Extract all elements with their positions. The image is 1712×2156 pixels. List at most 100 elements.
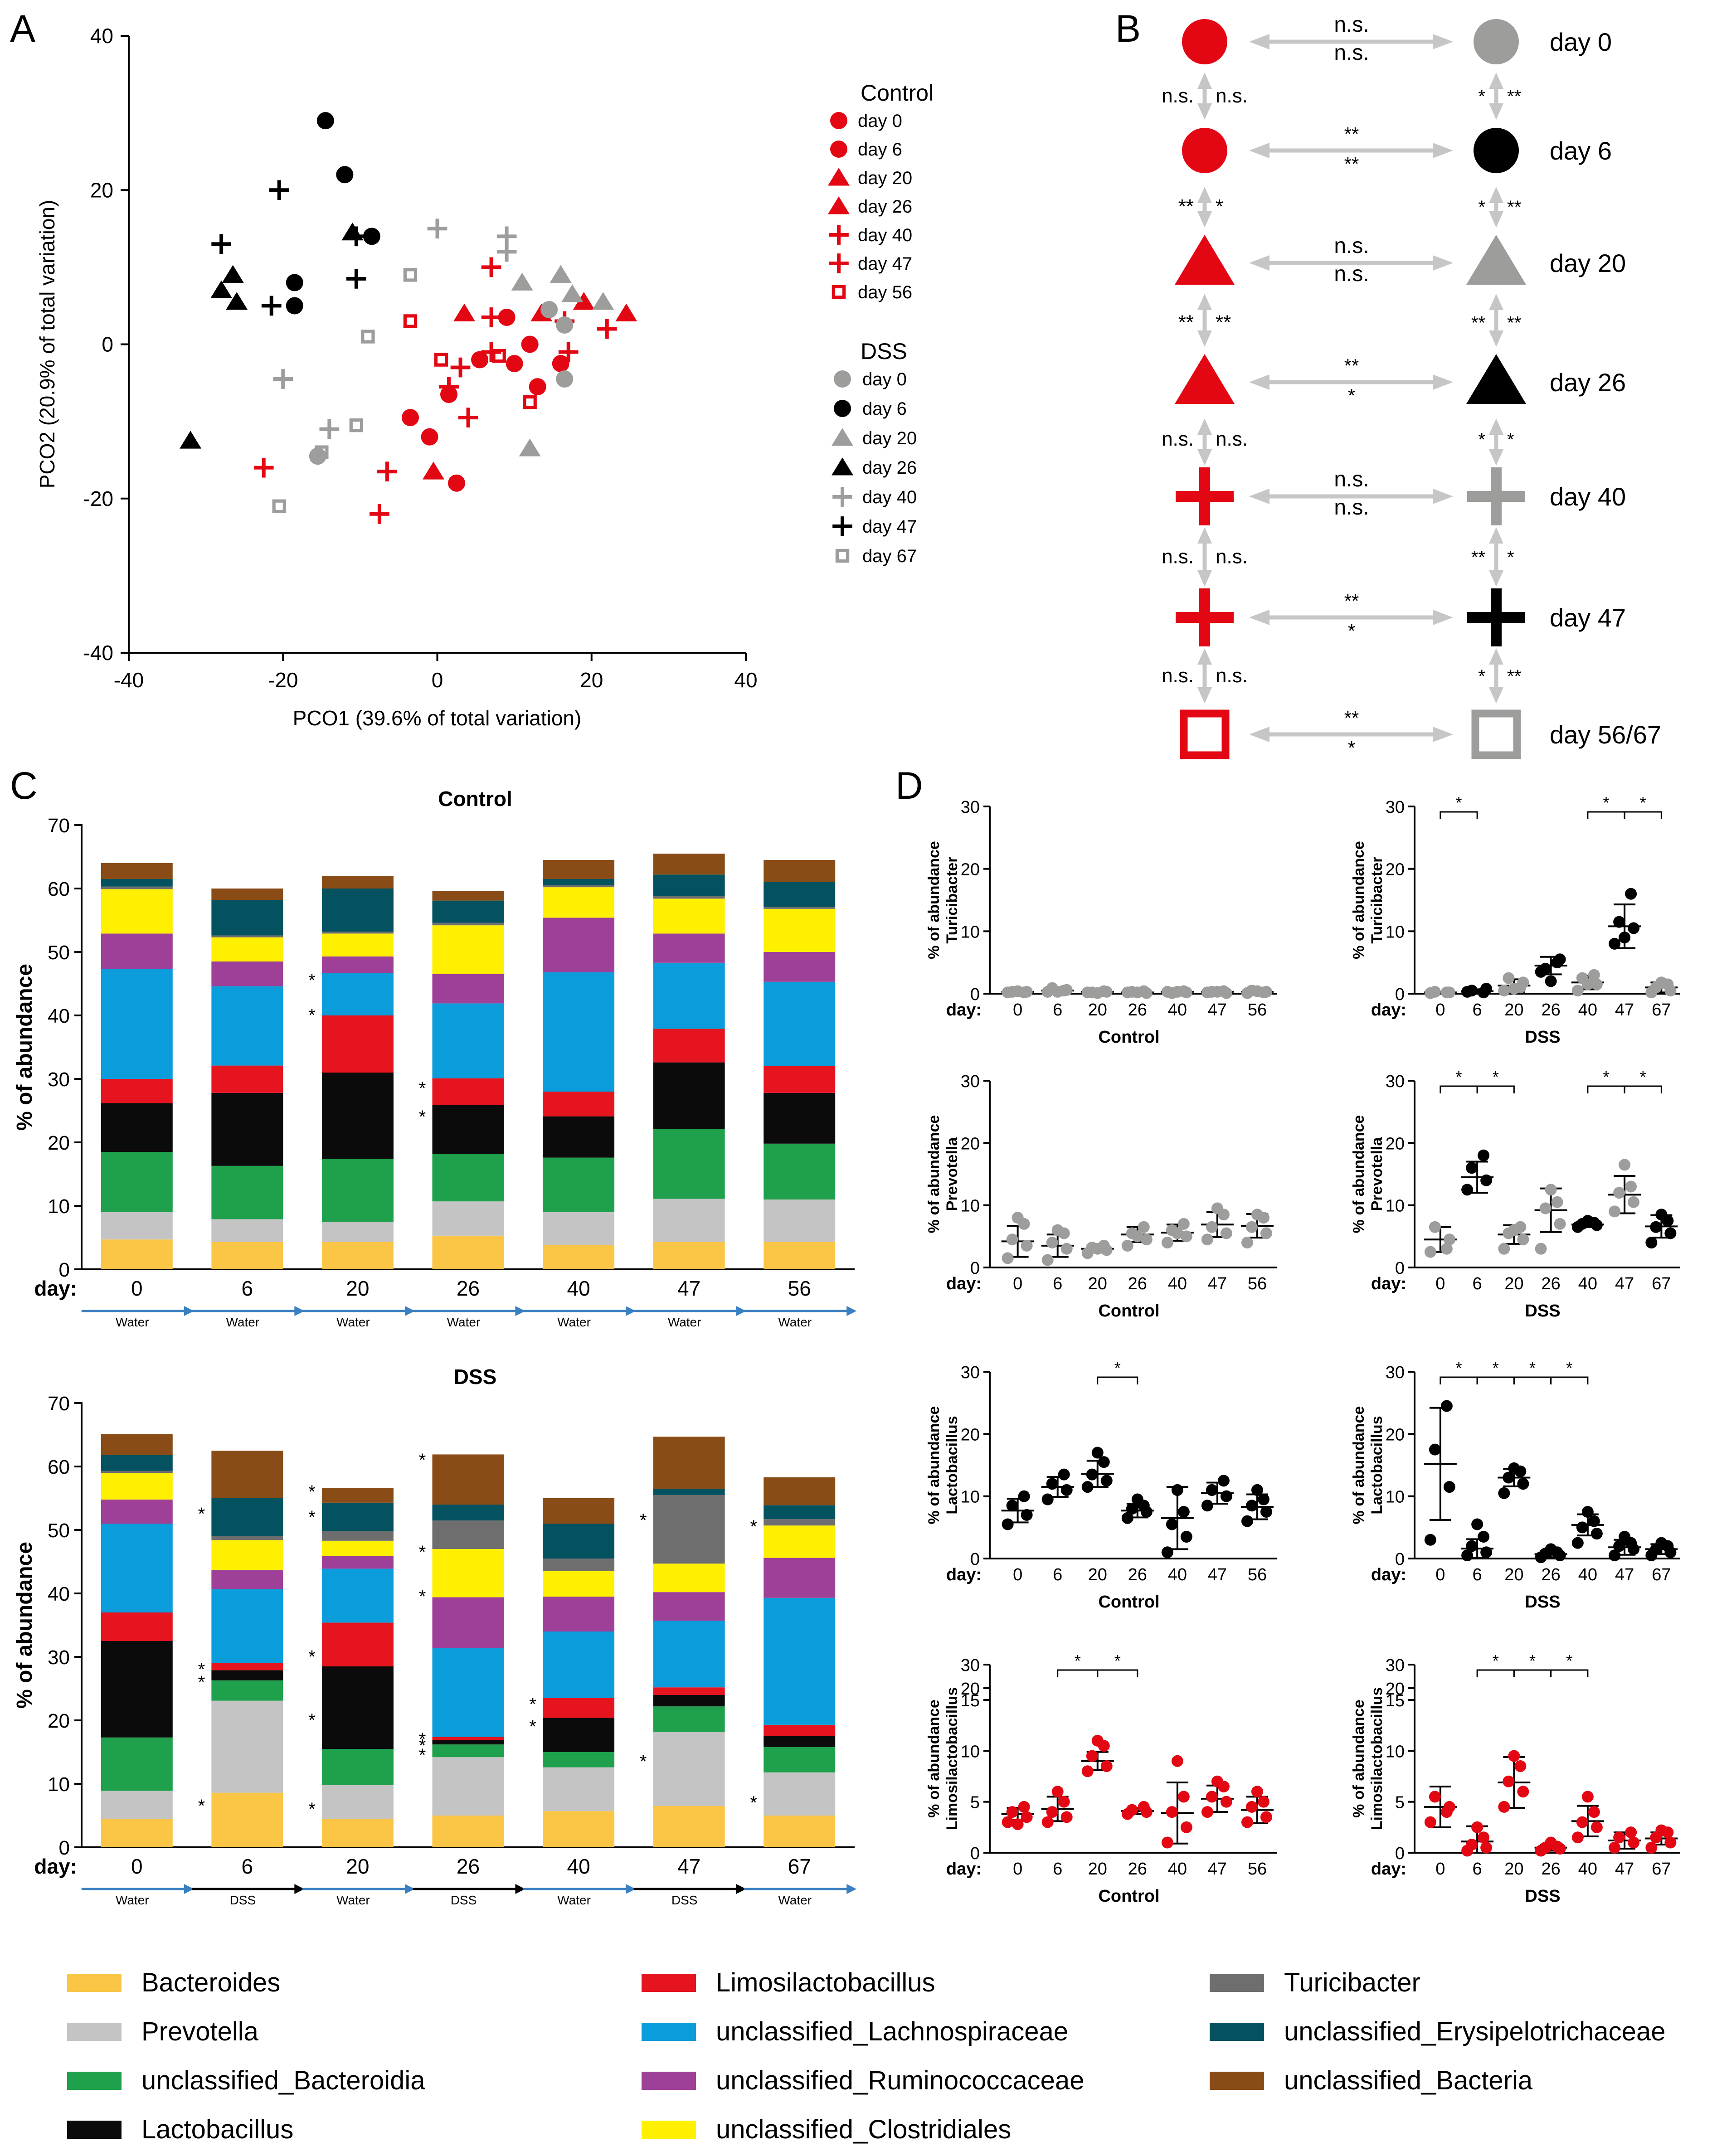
dot-plot-turicibacter-control: 0 10 20 30 % of abundance Turicibacter 0 6 20 26 4… — [925, 798, 1277, 1047]
dot-sig-bracket — [1440, 1376, 1478, 1384]
dot-x-tick-label: 26 — [1541, 1274, 1560, 1293]
dot-sig-star: * — [1114, 1359, 1121, 1377]
dot-point — [1664, 1227, 1677, 1239]
treatment-label: Water — [447, 1315, 481, 1329]
stacked-segment — [101, 879, 173, 887]
dot-point — [1086, 1750, 1098, 1762]
dot-group-label: DSS — [1525, 1028, 1560, 1047]
legend-swatch — [1210, 1973, 1264, 1992]
dot-y-tick-label: 20 — [1386, 860, 1405, 879]
dot-sig-star: * — [1455, 1359, 1462, 1377]
comparison-v-sig-control-right: n.s. — [1216, 428, 1248, 450]
legend-swatch — [642, 2120, 696, 2139]
dot-point — [1201, 1233, 1213, 1246]
stacked-segment — [764, 1242, 836, 1269]
pco-point — [401, 409, 419, 427]
legend-item: Turicibacter — [1210, 1967, 1420, 1998]
dot-point — [1590, 978, 1603, 991]
pco-legend-label: day 40 — [862, 487, 917, 507]
stacked-segment — [211, 1242, 283, 1269]
comparison-h-sig-bottom: * — [1348, 620, 1355, 641]
pco-point — [550, 265, 572, 283]
stacked-segment — [764, 1519, 836, 1526]
stacked-y-tick-label: 50 — [48, 1520, 70, 1542]
dot-point — [1613, 1187, 1625, 1199]
dot-point — [1498, 1487, 1510, 1499]
dot-x-tick-label: 6 — [1053, 1000, 1062, 1020]
dot-y-label-genus: Lactobacillus — [944, 1416, 961, 1514]
dot-point — [1046, 1806, 1058, 1818]
dot-point — [1220, 1796, 1232, 1808]
stacked-segment — [211, 937, 283, 961]
dot-day-label: day: — [1371, 1000, 1406, 1020]
dot-point — [1021, 1239, 1033, 1252]
stacked-y-tick-label: 0 — [59, 1837, 70, 1859]
comparison-v-sig-dss-left: ** — [1471, 313, 1485, 333]
dot-point — [1131, 1493, 1143, 1505]
comparison-h-sig-top: ** — [1344, 707, 1359, 728]
stacked-segment — [432, 1003, 504, 1078]
comparison-v-sig-control-left: n.s. — [1162, 546, 1194, 568]
pco-y-tick-label: -20 — [83, 487, 113, 510]
dot-point — [1508, 1750, 1520, 1762]
dot-x-tick-label: 40 — [1168, 1274, 1187, 1293]
dot-point — [1539, 1202, 1552, 1214]
stacked-segment — [764, 1066, 836, 1093]
dot-point — [1002, 1816, 1014, 1828]
stacked-segment — [653, 1706, 725, 1732]
dot-point — [1655, 1209, 1668, 1221]
dot-y-tick-label: 0 — [1395, 1550, 1405, 1569]
pco-point — [540, 301, 558, 318]
dot-point — [1245, 1801, 1258, 1813]
dot-point — [1645, 1841, 1658, 1854]
dot-group-label: Control — [1098, 1028, 1159, 1047]
dot-group-label: DSS — [1525, 1301, 1560, 1321]
dot-point — [1498, 1801, 1510, 1813]
comparison-v-arrow — [1489, 73, 1503, 120]
treatment-arrow — [744, 1306, 857, 1316]
comparison-h-sig-bottom: ** — [1344, 153, 1359, 175]
stacked-segment — [321, 1568, 394, 1623]
stacked-segment — [543, 887, 615, 918]
stacked-segment — [543, 918, 615, 972]
stacked-y-tick-label: 30 — [48, 1068, 70, 1091]
dot-point — [1018, 1801, 1030, 1813]
stacked-segment — [653, 1495, 725, 1564]
dot-x-tick-label: 47 — [1208, 1274, 1227, 1293]
dot-sig-bracket — [1440, 1085, 1478, 1093]
dot-x-tick-label: 6 — [1053, 1274, 1062, 1293]
comparison-dss-marker — [1467, 588, 1525, 646]
dot-point — [1551, 957, 1563, 969]
stacked-x-tick-label: 0 — [131, 1855, 143, 1878]
legend-item: Limosilactobacillus — [642, 1967, 935, 1998]
comparison-v-arrow — [1489, 418, 1503, 466]
pco-legend-label: day 56 — [858, 282, 912, 302]
stacked-segment — [543, 1571, 615, 1597]
pco-x-tick-label: 20 — [580, 668, 603, 692]
dot-point — [1002, 1518, 1014, 1530]
dot-y-label: % of abundance — [1350, 841, 1367, 959]
panel-label-b: B — [1115, 7, 1141, 50]
dot-x-tick-label: 26 — [1128, 1000, 1147, 1020]
dot-point — [1478, 1149, 1490, 1161]
pco-point — [552, 355, 569, 373]
dot-point — [1220, 1490, 1232, 1502]
dot-y-tick-label: 30 — [961, 1656, 980, 1675]
comparison-h-sig-top: ** — [1344, 123, 1359, 145]
treatment-arrow — [192, 1306, 305, 1316]
stacked-segment — [211, 1700, 283, 1793]
pco-point — [523, 395, 537, 409]
stacked-segment — [543, 1811, 615, 1847]
dot-y-tick-label: 0 — [1395, 1259, 1405, 1278]
dot-x-tick-label: 26 — [1541, 1860, 1560, 1879]
stacked-segment — [432, 891, 504, 901]
stacked-segment — [653, 1129, 725, 1199]
stacked-segment — [432, 1078, 504, 1105]
treatment-arrow — [633, 1884, 746, 1894]
comparison-v-arrow — [1197, 648, 1212, 704]
pco-point — [422, 461, 445, 480]
dot-point — [1166, 1518, 1178, 1530]
dot-y-label: % of abundance — [925, 1700, 943, 1818]
pco-x-tick-label: -20 — [268, 668, 298, 692]
pco-point — [370, 504, 389, 524]
